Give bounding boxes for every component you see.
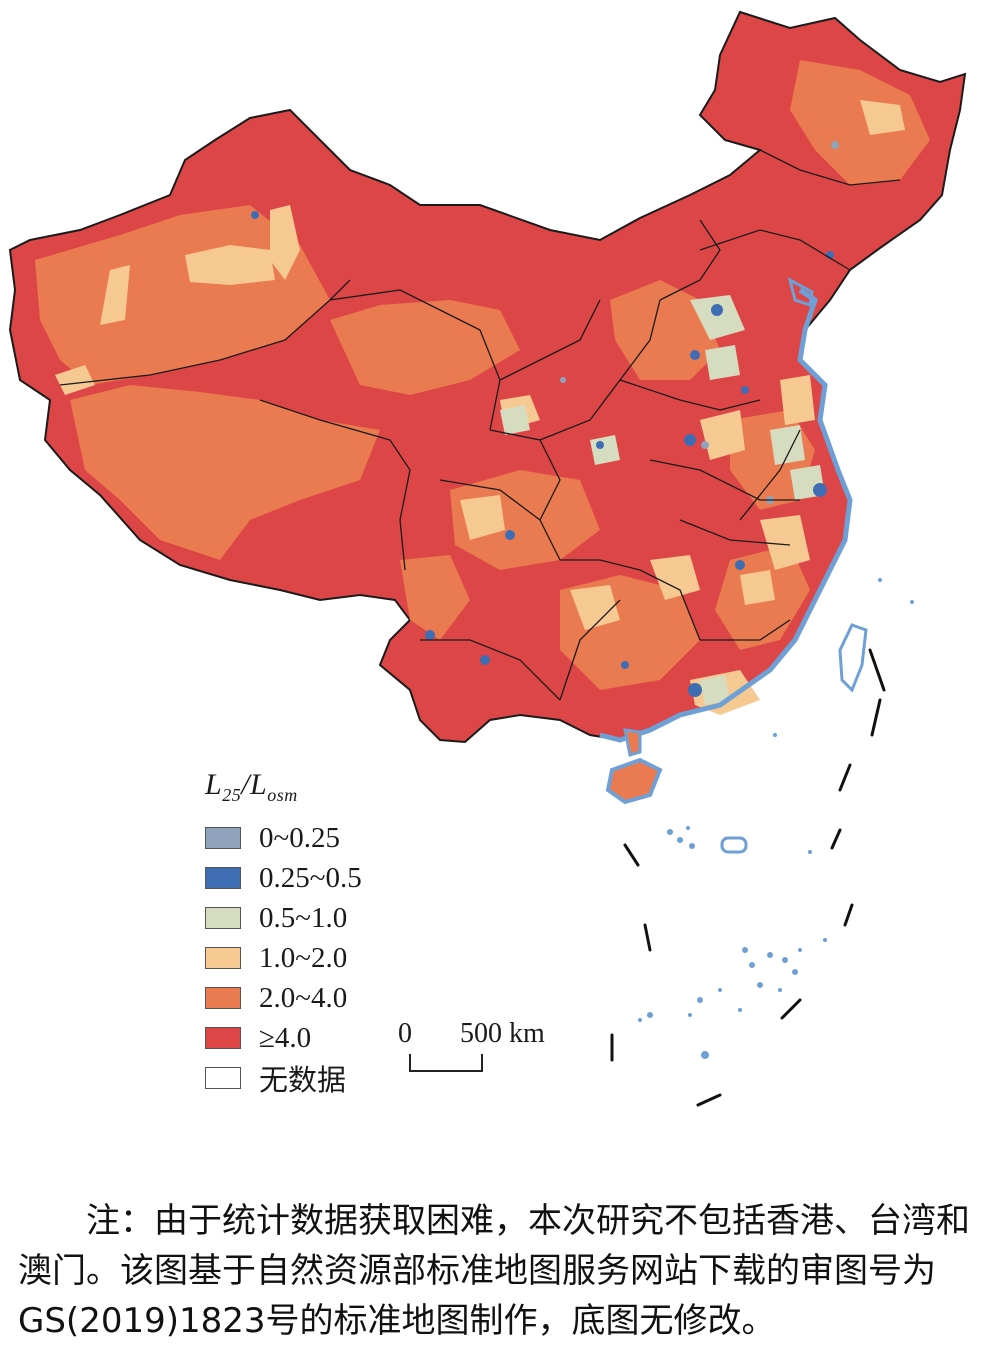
legend-label: 1.0~2.0: [259, 941, 348, 974]
legend-swatch: [205, 827, 241, 849]
legend-title: L25/Losm: [205, 768, 298, 805]
hainan-island: [605, 757, 663, 805]
legend-swatch: [205, 947, 241, 969]
scale-zero-label: 0: [398, 1018, 412, 1049]
legend-item: 0~0.25: [205, 818, 362, 858]
legend-swatch: [205, 1067, 241, 1089]
legend-label: 0.25~0.5: [259, 861, 362, 894]
legend-swatch: [205, 907, 241, 929]
scale-line: [409, 1054, 483, 1072]
legend-item: 0.5~1.0: [205, 898, 362, 938]
legend-label: 0.5~1.0: [259, 901, 348, 934]
map-figure: L25/Losm 0~0.25 0.25~0.5 0.5~1.0 1.0~2.0 2.0…: [8, 10, 967, 1107]
legend-label: 无数据: [259, 1065, 347, 1097]
class-0-0.25-areas: [560, 141, 839, 504]
legend-swatch: [205, 987, 241, 1009]
legend-item: 无数据: [205, 1058, 362, 1098]
class-2-4-areas: [35, 60, 930, 690]
leizhou-peninsula: [623, 728, 642, 757]
china-choropleth-map: [8, 10, 967, 1107]
legend-label: 0~0.25: [259, 821, 340, 854]
nine-dash-line: [610, 648, 886, 1107]
legend-swatch: [205, 1027, 241, 1049]
legend-item: 1.0~2.0: [205, 938, 362, 978]
class-0-0.5-areas: [251, 211, 834, 697]
legend-item: ≥4.0: [205, 1018, 362, 1058]
legend: L25/Losm 0~0.25 0.25~0.5 0.5~1.0 1.0~2.0 2.0…: [205, 768, 362, 1098]
legend-label: ≥4.0: [259, 1021, 312, 1054]
figure-note: 注：由于统计数据获取困难，本次研究不包括香港、台湾和澳门。该图基于自然资源部标准…: [18, 1201, 970, 1341]
bohai-coast: [787, 277, 814, 307]
legend-item: 0.25~0.5: [205, 858, 362, 898]
legend-swatch: [205, 867, 241, 889]
coastline: [599, 287, 853, 743]
legend-items: 0~0.25 0.25~0.5 0.5~1.0 1.0~2.0 2.0~4.0 ≥4.0 无…: [205, 818, 362, 1098]
scale-bar: 0 500 km: [398, 1018, 545, 1078]
south-sea-islands: [638, 578, 914, 1059]
scale-distance-label: 500 km: [460, 1018, 545, 1049]
province-borders: [59, 149, 901, 701]
legend-label: 2.0~4.0: [259, 981, 348, 1014]
taiwan-island: [838, 623, 868, 693]
legend-item: 2.0~4.0: [205, 978, 362, 1018]
